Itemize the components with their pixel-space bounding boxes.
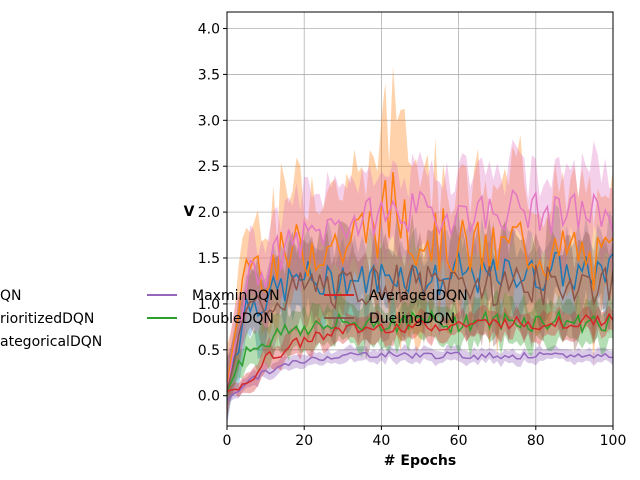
y-tick-label: 1.0 — [198, 297, 220, 313]
band-prioritizeddqn — [227, 65, 613, 417]
x-tick-label: 80 — [527, 433, 545, 449]
line-doubledqn — [227, 309, 613, 392]
legend-label: QN — [0, 288, 22, 304]
line-averageddqn — [227, 312, 613, 392]
x-tick-label: 20 — [295, 433, 313, 449]
y-tick-label: 3.5 — [198, 67, 220, 83]
y-tick-label: 1.5 — [198, 251, 220, 267]
legend-label: MaxminDQN — [192, 288, 280, 304]
x-tick-label: 0 — [223, 433, 232, 449]
series-lines — [227, 171, 613, 401]
axes-frame — [226, 11, 614, 427]
band-dqn — [227, 204, 613, 426]
band-doubledqn — [227, 285, 613, 402]
y-tick-label: 3.0 — [198, 113, 220, 129]
x-axis-label: # Epochs — [384, 453, 456, 469]
y-tick-label: 4.0 — [198, 22, 220, 38]
ticks: 0 20 40 60 80 100 0.0 0.5 1.0 1.5 2.0 2.5 3.0 3.5 4.0 — [198, 22, 627, 449]
legend-label: DuelingDQN — [369, 311, 455, 327]
line-maxmindqn — [227, 350, 613, 401]
legend: QN rioritizedDQN ategoricalDQN MaxminDQN Dou… — [0, 288, 468, 350]
legend-label: ategoricalDQN — [0, 334, 102, 350]
y-tick-label: 2.0 — [198, 205, 220, 221]
y-tick-label: 0.0 — [198, 389, 220, 405]
legend-label: AveragedDQN — [369, 288, 468, 304]
legend-label: rioritizedDQN — [0, 311, 94, 327]
line-categoricaldqn — [227, 188, 613, 392]
y-tick-label: 2.5 — [198, 159, 220, 175]
legend-label: DoubleDQN — [192, 311, 274, 327]
line-duelingdqn — [227, 264, 613, 392]
x-tick-label: 100 — [600, 433, 627, 449]
x-tick-label: 40 — [372, 433, 390, 449]
y-tick-label: 0.5 — [198, 343, 220, 359]
y-axis-label: V — [184, 204, 195, 220]
band-categoricaldqn — [227, 139, 613, 425]
band-averageddqn — [227, 305, 613, 398]
x-tick-label: 60 — [450, 433, 468, 449]
